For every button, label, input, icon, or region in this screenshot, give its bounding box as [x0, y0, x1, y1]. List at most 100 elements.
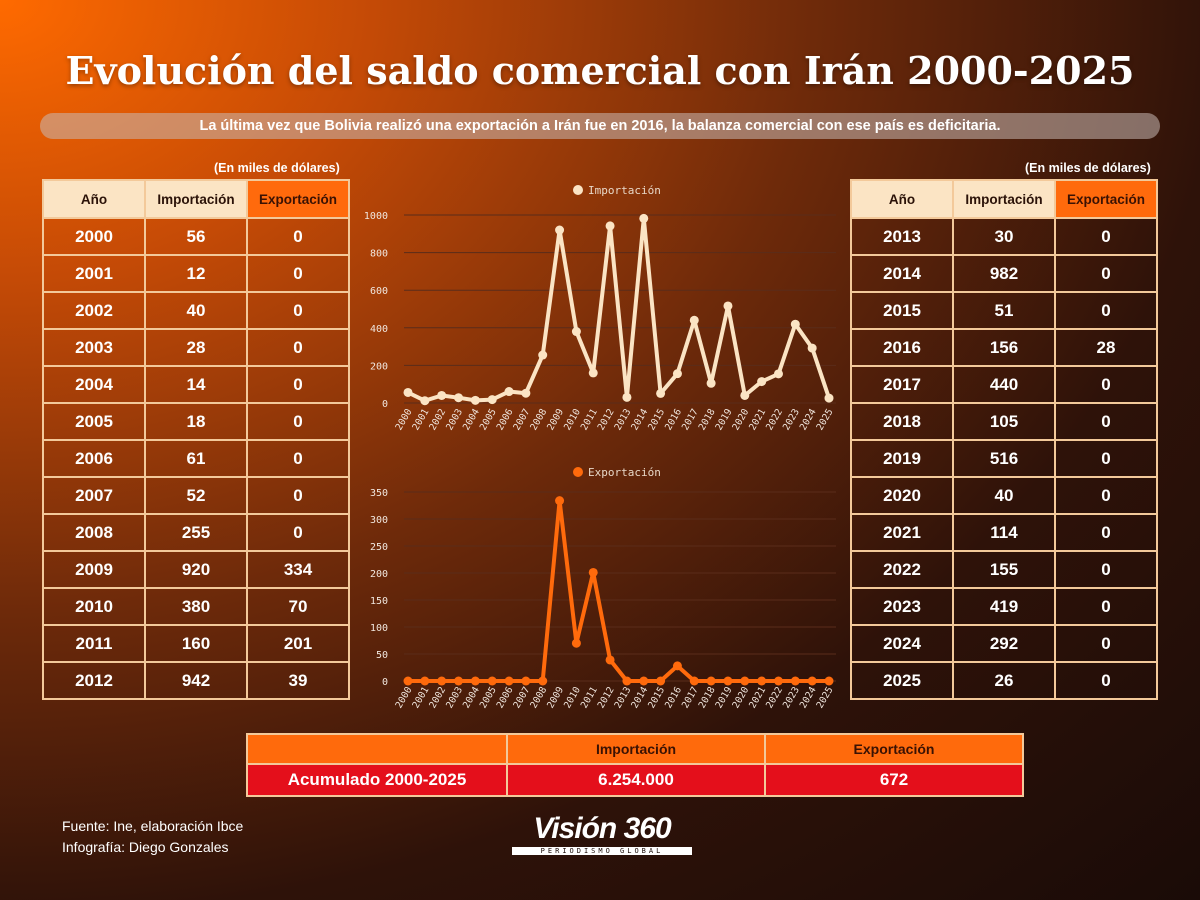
- export-cell: 0: [1054, 365, 1158, 404]
- data-point: [403, 676, 413, 686]
- export-cell: 334: [246, 550, 350, 589]
- import-cell: 52: [144, 476, 248, 515]
- year-cell: 2018: [850, 402, 954, 441]
- export-cell: 0: [246, 365, 350, 404]
- export-cell: 201: [246, 624, 350, 663]
- source-text: Fuente: Ine, elaboración Ibce: [62, 818, 244, 834]
- data-point: [538, 676, 548, 686]
- data-table-left: Año Importación Exportación 2000 56 0 2001 1…: [42, 179, 350, 700]
- table-row: 2001 12 0: [42, 254, 350, 293]
- data-point: [487, 676, 497, 686]
- import-cell: 105: [952, 402, 1056, 441]
- import-cell: 516: [952, 439, 1056, 478]
- export-cell: 0: [246, 328, 350, 367]
- data-point: [807, 343, 817, 353]
- import-cell: 28: [144, 328, 248, 367]
- year-cell: 2000: [42, 217, 146, 256]
- data-point: [605, 221, 615, 231]
- credit-text: Infografía: Diego Gonzales: [62, 839, 229, 855]
- table-row: 2025 26 0: [850, 661, 1158, 700]
- data-point: [790, 319, 800, 329]
- data-point: [622, 392, 632, 402]
- import-cell: 26: [952, 661, 1056, 700]
- table-body-right: 2013 30 0 2014 982 0 2015 51 0 2016 156 28 2017 440 0 2…: [850, 217, 1158, 700]
- data-point: [454, 676, 464, 686]
- y-tick-label: 50: [376, 650, 388, 661]
- table-row: 2018 105 0: [850, 402, 1158, 441]
- data-point: [656, 676, 666, 686]
- year-cell: 2010: [42, 587, 146, 626]
- import-cell: 982: [952, 254, 1056, 293]
- data-point: [521, 388, 531, 398]
- export-cell: 39: [246, 661, 350, 700]
- import-cell: 292: [952, 624, 1056, 663]
- logo-main-text: Visión 360: [533, 812, 671, 845]
- year-cell: 2023: [850, 587, 954, 626]
- import-cell: 12: [144, 254, 248, 293]
- import-cell: 40: [144, 291, 248, 330]
- table-body-left: 2000 56 0 2001 12 0 2002 40 0 2003 28 0 2004 14 0 2005 1…: [42, 217, 350, 700]
- import-line-chart: Importación02004006008001000200020012002…: [364, 184, 836, 432]
- data-point: [521, 676, 531, 686]
- legend-label: Importación: [588, 184, 661, 197]
- export-cell: 0: [246, 402, 350, 441]
- import-cell: 30: [952, 217, 1056, 256]
- import-cell: 440: [952, 365, 1056, 404]
- data-point: [437, 676, 447, 686]
- unit-label-right: (En miles de dólares): [1025, 161, 1151, 175]
- subtitle-banner: La última vez que Bolivia realizó una ex…: [40, 113, 1160, 139]
- data-point: [639, 213, 649, 223]
- header-year: Año: [42, 179, 146, 219]
- data-point: [706, 378, 716, 388]
- table-row: 2013 30 0: [850, 217, 1158, 256]
- import-cell: 156: [952, 328, 1056, 367]
- table-row: 2005 18 0: [42, 402, 350, 441]
- table-row: 2009 920 334: [42, 550, 350, 589]
- year-cell: 2001: [42, 254, 146, 293]
- export-cell: 28: [1054, 328, 1158, 367]
- import-cell: 419: [952, 587, 1056, 626]
- export-cell: 0: [1054, 513, 1158, 552]
- cumulative-table: Importación Exportación Acumulado 2000-2…: [246, 733, 1024, 797]
- year-cell: 2002: [42, 291, 146, 330]
- data-point: [824, 676, 834, 686]
- table-row: 2021 114 0: [850, 513, 1158, 552]
- data-point: [571, 638, 581, 648]
- import-cell: 160: [144, 624, 248, 663]
- data-point: [605, 655, 615, 665]
- y-tick-label: 0: [382, 677, 388, 688]
- import-cell: 40: [952, 476, 1056, 515]
- export-cell: 0: [1054, 439, 1158, 478]
- data-point: [437, 390, 447, 400]
- data-point: [689, 676, 699, 686]
- import-cell: 255: [144, 513, 248, 552]
- year-cell: 2009: [42, 550, 146, 589]
- cumulative-export-value: 672: [764, 763, 1024, 797]
- export-cell: 0: [246, 254, 350, 293]
- table-row: 2022 155 0: [850, 550, 1158, 589]
- table-row: 2024 292 0: [850, 624, 1158, 663]
- data-point: [773, 369, 783, 379]
- y-tick-label: 600: [370, 286, 388, 297]
- y-tick-label: 100: [370, 623, 388, 634]
- table-row: 2003 28 0: [42, 328, 350, 367]
- data-point: [555, 496, 565, 506]
- year-cell: 2008: [42, 513, 146, 552]
- year-cell: 2003: [42, 328, 146, 367]
- logo-sub-text: PERIODISMO GLOBAL: [512, 847, 692, 855]
- header-import: Importación: [952, 179, 1056, 219]
- data-point: [672, 369, 682, 379]
- year-cell: 2011: [42, 624, 146, 663]
- table-row: 2008 255 0: [42, 513, 350, 552]
- year-cell: 2014: [850, 254, 954, 293]
- data-point: [740, 676, 750, 686]
- export-cell: 0: [1054, 587, 1158, 626]
- data-point: [706, 676, 716, 686]
- y-tick-label: 200: [370, 569, 388, 580]
- data-point: [773, 676, 783, 686]
- export-cell: 0: [1054, 624, 1158, 663]
- year-cell: 2005: [42, 402, 146, 441]
- cumulative-label: Acumulado 2000-2025: [246, 763, 508, 797]
- y-tick-label: 0: [382, 399, 388, 410]
- year-cell: 2016: [850, 328, 954, 367]
